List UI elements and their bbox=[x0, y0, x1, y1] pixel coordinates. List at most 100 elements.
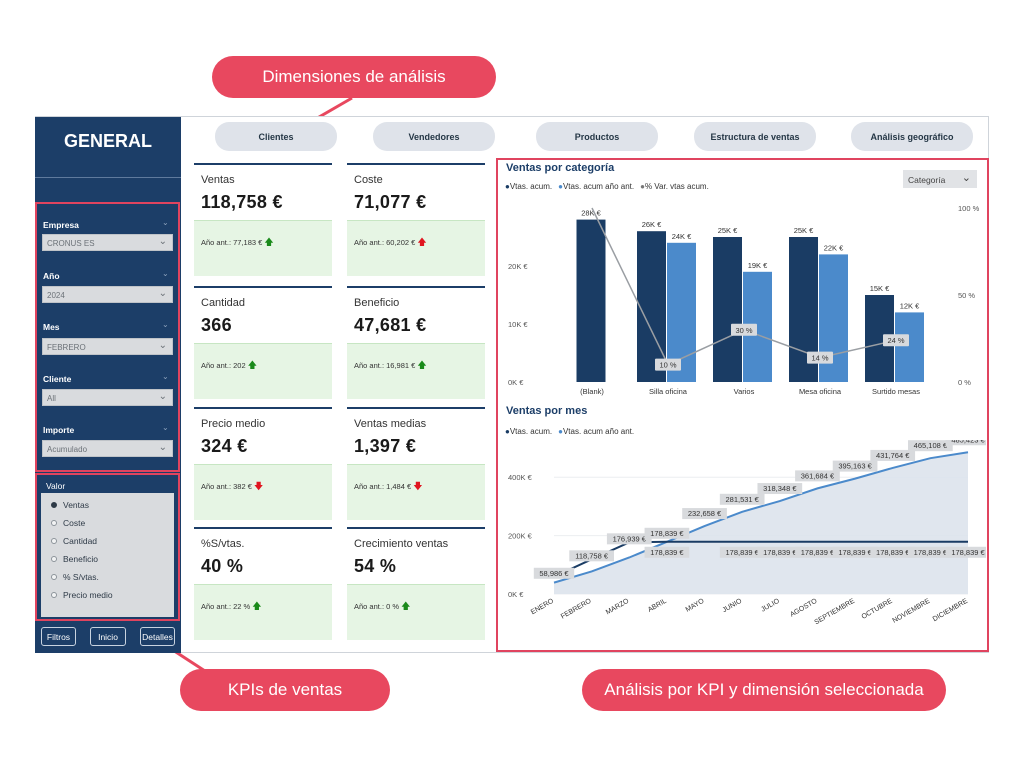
kpi-card: Cantidad 366 Año ant.: 202 🡅 bbox=[194, 286, 332, 399]
radio-coste[interactable]: Coste bbox=[51, 518, 85, 528]
kpi-prev-row: Año ant.: 77,183 € 🡅 bbox=[201, 235, 274, 251]
kpi-title: Precio medio bbox=[201, 418, 266, 430]
kpi-accent-line bbox=[347, 163, 485, 165]
y-tick-label: 400K € bbox=[508, 473, 533, 482]
kpi-prev: Año ant.: 22 % bbox=[201, 602, 251, 611]
kpi-accent-line bbox=[194, 407, 332, 409]
kpi-title: Coste bbox=[354, 174, 383, 186]
label-vtas-acum-ant-box bbox=[719, 493, 765, 505]
legend-label: Vtas. acum año ant. bbox=[562, 427, 635, 436]
label-vtas-acum-box bbox=[606, 533, 652, 545]
tab-vendedores[interactable]: Vendedores bbox=[373, 122, 495, 151]
kpi-card: Crecimiento ventas 54 % Año ant.: 0 % 🡅 bbox=[347, 527, 485, 640]
y2-tick-label: 50 % bbox=[958, 291, 975, 300]
legend-item: ●Vtas. acum año ant. bbox=[558, 182, 635, 191]
kpi-accent-line bbox=[347, 286, 485, 288]
x-tick-label: FEBRERO bbox=[560, 597, 593, 620]
x-tick-label: MAYO bbox=[685, 597, 706, 613]
radio-precio-medio[interactable]: Precio medio bbox=[51, 590, 113, 600]
label-vtas-acum-ant: 485,423 € bbox=[951, 440, 985, 444]
label-vtas-acum: 178,839 € bbox=[914, 548, 948, 557]
x-tick-label: JUNIO bbox=[721, 597, 743, 614]
bar-label: 25K € bbox=[794, 226, 814, 235]
kpi-value: 47,681 € bbox=[354, 315, 427, 335]
radio-beneficio[interactable]: Beneficio bbox=[51, 554, 98, 564]
filter-select-mes[interactable]: FEBRERO ⌄ bbox=[42, 338, 173, 355]
filter-select-ano[interactable]: 2024 ⌄ bbox=[42, 286, 173, 303]
kpi-footer: Año ant.: 1,484 € 🡇 bbox=[347, 464, 485, 520]
filtros-button[interactable]: Filtros bbox=[41, 627, 76, 646]
legend-label: Vtas. acum. bbox=[509, 427, 553, 436]
label-vtas-acum-ant: 281,531 € bbox=[725, 495, 759, 504]
x-tick-label: DICIEMBRE bbox=[932, 598, 969, 624]
filter-value-empresa: CRONUS ES bbox=[47, 239, 95, 248]
label-vtas-acum-ant-box bbox=[757, 483, 803, 495]
legend-item: ●% Var. vtas acum. bbox=[640, 182, 709, 191]
x-tick-label: AGOSTO bbox=[789, 597, 819, 618]
x-tick-label: SEPTIEMBRE bbox=[814, 598, 857, 627]
chevron-down-icon: ⌄ bbox=[162, 218, 169, 227]
kpi-accent-line bbox=[194, 163, 332, 165]
radio-cantidad[interactable]: Cantidad bbox=[51, 536, 97, 546]
y-tick-label: 20K € bbox=[508, 262, 528, 271]
label-vtas-acum-ant: 232,658 € bbox=[688, 509, 722, 518]
label-vtas-acum-box bbox=[870, 546, 916, 558]
tab-analisis-geografico[interactable]: Análisis geográfico bbox=[851, 122, 973, 151]
legend-label: % Var. vtas acum. bbox=[644, 182, 709, 191]
chevron-down-icon: ⌄ bbox=[162, 423, 169, 432]
radio-s-vtas[interactable]: % S/vtas. bbox=[51, 572, 99, 582]
filter-select-importe[interactable]: Acumulado ⌄ bbox=[42, 440, 173, 457]
label-vtas-acum-ant-box bbox=[870, 449, 916, 461]
bar-vtas-acum bbox=[637, 231, 666, 382]
bar-label: 12K € bbox=[900, 301, 920, 310]
area-vtas-acum-ant bbox=[554, 452, 968, 594]
bar-label: 28K € bbox=[581, 209, 601, 218]
chevron-down-icon: ⌄ bbox=[158, 391, 167, 402]
label-vtas-acum: 178,839 € bbox=[801, 548, 835, 557]
filter-select-empresa[interactable]: CRONUS ES ⌄ bbox=[42, 234, 173, 251]
detalles-button[interactable]: Detalles bbox=[140, 627, 175, 646]
tab-productos[interactable]: Productos bbox=[536, 122, 658, 151]
chevron-down-icon: ⌄ bbox=[158, 288, 167, 299]
filter-label-cliente: Cliente bbox=[43, 374, 72, 384]
bar-label: 22K € bbox=[824, 243, 844, 252]
line-vtas-acum-ant bbox=[553, 451, 969, 584]
filter-select-cliente[interactable]: All ⌄ bbox=[42, 389, 173, 406]
radio-icon bbox=[51, 538, 57, 544]
var-label-box bbox=[731, 323, 757, 336]
kpi-card: Coste 71,077 € Año ant.: 60,202 € 🡅 bbox=[347, 163, 485, 276]
y2-tick-label: 100 % bbox=[958, 204, 980, 213]
inicio-button[interactable]: Inicio bbox=[90, 627, 126, 646]
kpi-accent-line bbox=[347, 527, 485, 529]
kpi-title: Ventas medias bbox=[354, 418, 427, 430]
radio-ventas[interactable]: Ventas bbox=[51, 500, 89, 510]
x-tick-label: Surtido mesas bbox=[872, 387, 920, 396]
chart-mes-title: Ventas por mes bbox=[506, 405, 588, 417]
callout-dimensiones: Dimensiones de análisis bbox=[212, 56, 496, 98]
kpi-title: Ventas bbox=[201, 174, 235, 186]
kpi-footer: Año ant.: 60,202 € 🡅 bbox=[347, 220, 485, 276]
kpi-value: 1,397 € bbox=[354, 436, 417, 456]
x-tick-label: ENERO bbox=[530, 597, 556, 616]
tab-clientes[interactable]: Clientes bbox=[215, 122, 337, 151]
label-vtas-acum-ant-box bbox=[908, 440, 953, 452]
valor-header: Valor bbox=[41, 477, 174, 493]
arrow-down-icon: 🡇 bbox=[253, 481, 264, 491]
kpi-title: Beneficio bbox=[354, 297, 400, 309]
kpi-prev: Año ant.: 60,202 € bbox=[354, 238, 416, 247]
label-vtas-acum-ant: 361,684 € bbox=[801, 471, 835, 480]
radio-label: Coste bbox=[63, 518, 86, 528]
categoria-dropdown[interactable]: Categoría ⌄ bbox=[903, 170, 977, 188]
chart-cat-svg: 0K € 10K € 20K € 0 % 50 % 100 % 28K € (Blank) 26… bbox=[508, 204, 980, 396]
legend-item: ●Vtas. acum. bbox=[505, 182, 553, 191]
tab-estructura-ventas[interactable]: Estructura de ventas bbox=[694, 122, 816, 151]
label-vtas-acum: 178,839 € bbox=[951, 548, 985, 557]
var-label-box bbox=[655, 358, 681, 371]
radio-icon bbox=[51, 574, 57, 580]
kpi-value: 40 % bbox=[201, 556, 244, 576]
label-vtas-acum-ant: 318,348 € bbox=[763, 484, 797, 493]
label-vtas-acum-ant-box bbox=[945, 440, 986, 446]
bar-vtas-acum bbox=[713, 237, 742, 382]
label-vtas-acum: 176,939 € bbox=[613, 534, 647, 543]
filter-label-empresa: Empresa bbox=[43, 220, 79, 230]
